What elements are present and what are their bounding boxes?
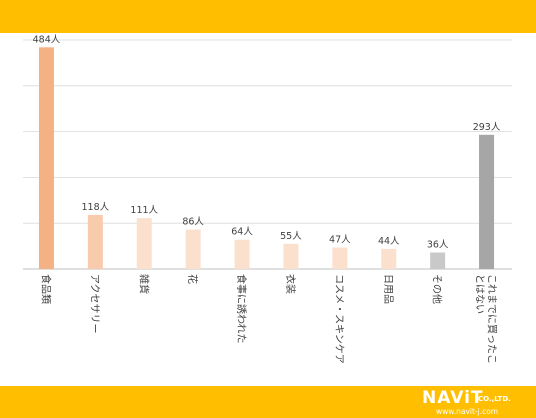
value-label: 86人 — [182, 217, 204, 228]
bar — [185, 229, 201, 269]
category-labels: 食品類 アクセサリー 雑貨 花 食事に誘われた 衣装 コスメ・スキンケア 日用品 その他 これまで… — [39, 274, 497, 364]
value-label: 36人 — [427, 240, 449, 251]
value-label: 111人 — [130, 205, 158, 216]
value-label: 55人 — [280, 231, 302, 242]
category-label: その他 — [431, 274, 444, 304]
category-label: 雑貨 — [137, 274, 150, 294]
footer-band — [0, 386, 536, 418]
bar — [381, 248, 397, 269]
bar — [283, 243, 299, 269]
brand-company-suffix: CO.,LTD. — [478, 395, 511, 403]
value-label: 293人 — [473, 122, 501, 133]
value-label: 44人 — [378, 236, 400, 247]
value-label: 64人 — [231, 227, 253, 238]
category-label: 衣装 — [284, 274, 297, 294]
value-label: 484人 — [33, 34, 61, 45]
company-logo: NAViT CO.,LTD. www.navit-j.com — [422, 389, 534, 416]
value-label: 47人 — [329, 234, 351, 245]
category-label: 食事に誘われた — [235, 274, 248, 344]
bar — [38, 47, 54, 269]
header-band — [0, 0, 536, 33]
category-label: とはない — [474, 274, 486, 314]
value-labels: 484人 118人 111人 86人 64人 55人 47人 44人 36人 293人 — [33, 34, 501, 250]
category-label: コスメ・スキンケア — [333, 274, 345, 364]
bar — [430, 252, 446, 269]
value-label: 118人 — [82, 202, 110, 213]
category-label: これまでに買ったこ — [486, 274, 498, 364]
bar — [234, 239, 250, 269]
category-label: アクセサリー — [88, 274, 100, 334]
bar — [136, 218, 152, 269]
bar — [479, 134, 495, 269]
brand-name: NAViT — [422, 388, 484, 408]
bars — [38, 47, 495, 269]
category-label: 花 — [186, 274, 199, 284]
bar — [332, 247, 348, 269]
bar — [87, 214, 103, 269]
category-label: 食品類 — [39, 274, 52, 304]
brand-url: www.navit-j.com — [436, 407, 499, 416]
category-label: 日用品 — [382, 274, 394, 304]
